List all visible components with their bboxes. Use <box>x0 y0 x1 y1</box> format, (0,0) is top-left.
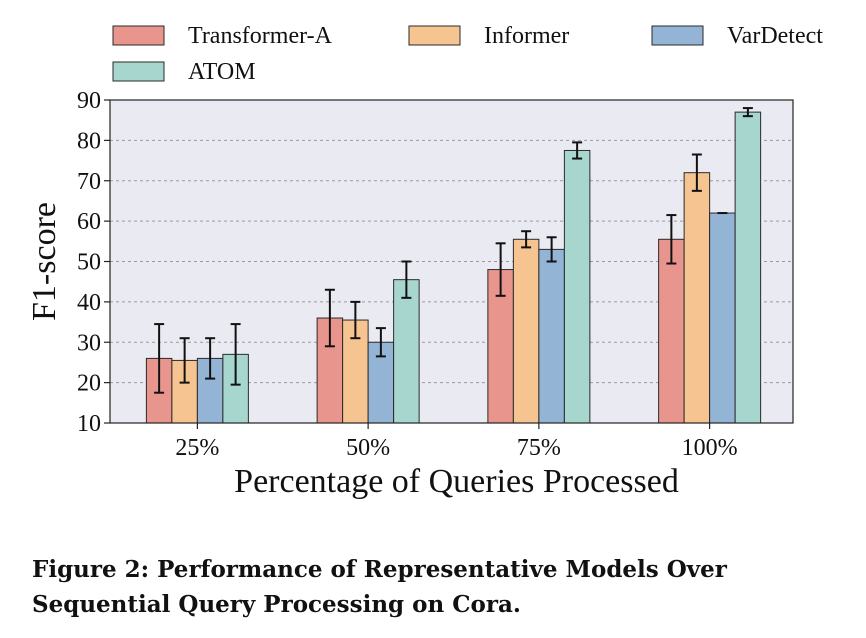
legend-label: VarDetect <box>727 23 823 49</box>
x-axis-title: Percentage of Queries Processed <box>234 463 679 500</box>
bar-informer <box>683 172 711 424</box>
legend-label: Transformer-A <box>188 23 333 49</box>
x-tick-label: 75% <box>517 435 561 461</box>
legend-label: ATOM <box>188 59 256 85</box>
y-axis-title: F1-score <box>26 202 63 321</box>
x-tick-label: 100% <box>682 435 738 461</box>
y-axis: 10 20 30 40 50 60 70 80 90 <box>77 88 110 437</box>
bar-atom <box>393 279 420 424</box>
bar-informer <box>512 238 540 424</box>
y-tick-label: 30 <box>77 330 101 356</box>
legend-label: Informer <box>484 23 569 49</box>
x-tick-label: 50% <box>346 435 390 461</box>
legend-swatch <box>112 25 165 46</box>
bar-atom <box>563 149 591 424</box>
bar-chart: Transformer-A Informer VarDetect ATOM 10 20 3… <box>26 23 823 500</box>
x-tick-label: 25% <box>175 435 219 461</box>
y-tick-label: 60 <box>77 209 101 235</box>
bar-vardetect <box>709 212 736 424</box>
figure-caption: Figure 2: Performance of Representative … <box>32 556 727 618</box>
y-tick-label: 10 <box>77 411 101 437</box>
bar-atom <box>734 111 762 424</box>
y-tick-label: 20 <box>77 371 101 397</box>
x-axis: 25% 50% 75% 100% <box>175 423 738 461</box>
legend-swatch <box>408 25 461 46</box>
bar-vardetect <box>538 248 565 424</box>
legend-swatch <box>112 61 165 82</box>
y-tick-label: 90 <box>77 88 101 114</box>
legend-swatch <box>651 25 704 46</box>
y-tick-label: 50 <box>77 250 101 276</box>
y-tick-label: 70 <box>77 169 101 195</box>
bars-group <box>145 107 762 424</box>
y-tick-label: 80 <box>77 128 101 154</box>
chart-legend: Transformer-A Informer VarDetect ATOM <box>112 23 823 85</box>
bar-transformer-a <box>658 238 685 424</box>
y-tick-label: 40 <box>77 290 101 316</box>
